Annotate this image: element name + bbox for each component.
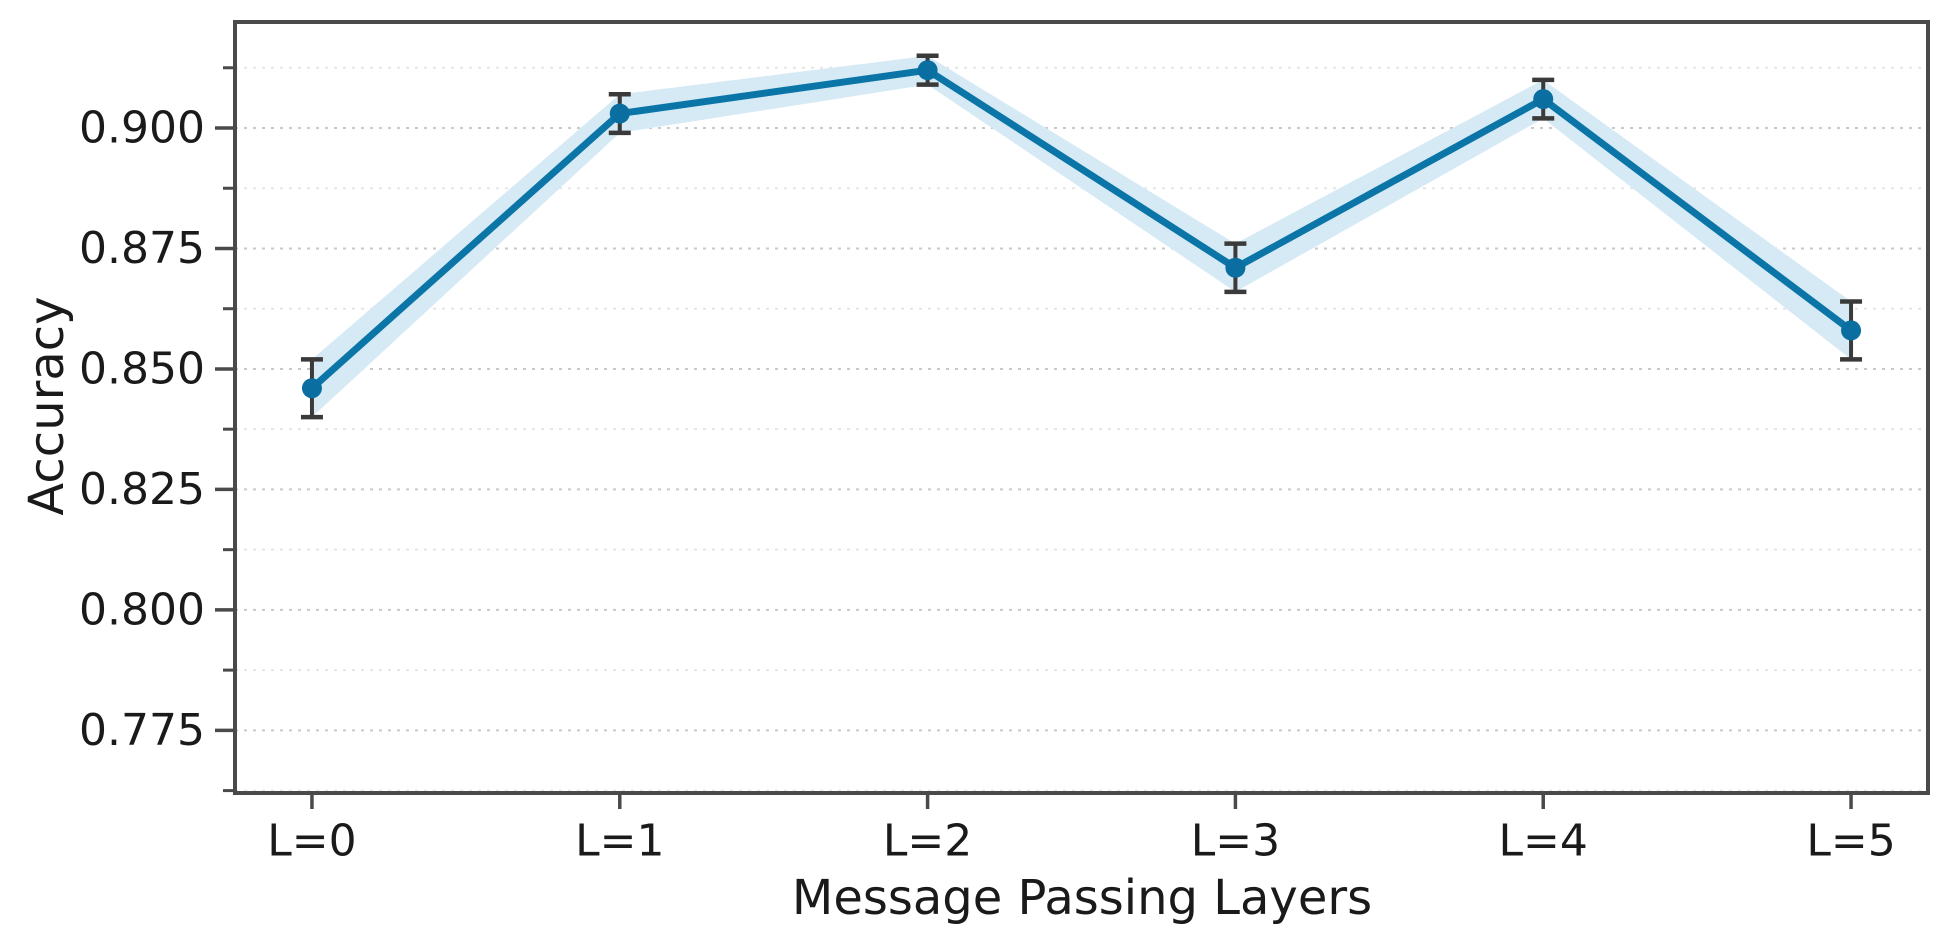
y-tick-label: 0.850 xyxy=(79,343,205,394)
confidence-band xyxy=(311,55,1852,418)
plot-frame xyxy=(233,20,1930,795)
y-tick-label: 0.800 xyxy=(79,584,205,635)
y-axis-title: Accuracy xyxy=(19,296,75,516)
x-tick-label: L=1 xyxy=(575,816,664,867)
x-tick-label: L=2 xyxy=(883,816,972,867)
x-tick-label: L=5 xyxy=(1806,816,1895,867)
y-tick-label: 0.775 xyxy=(79,705,205,756)
y-tick-label: 0.825 xyxy=(79,464,205,515)
data-point xyxy=(917,60,938,81)
data-point xyxy=(1841,320,1862,341)
accuracy-line xyxy=(308,66,1855,392)
y-tick-label: 0.900 xyxy=(79,103,205,154)
data-point xyxy=(609,103,630,124)
data-point xyxy=(1533,89,1554,110)
data-point xyxy=(1225,257,1246,278)
x-tick-label: L=3 xyxy=(1191,816,1280,867)
x-tick-label: L=4 xyxy=(1499,816,1588,867)
data-point xyxy=(301,378,322,399)
x-axis-title: Message Passing Layers xyxy=(791,870,1373,926)
y-tick-label: 0.875 xyxy=(79,223,205,274)
x-tick-label: L=0 xyxy=(267,816,356,867)
